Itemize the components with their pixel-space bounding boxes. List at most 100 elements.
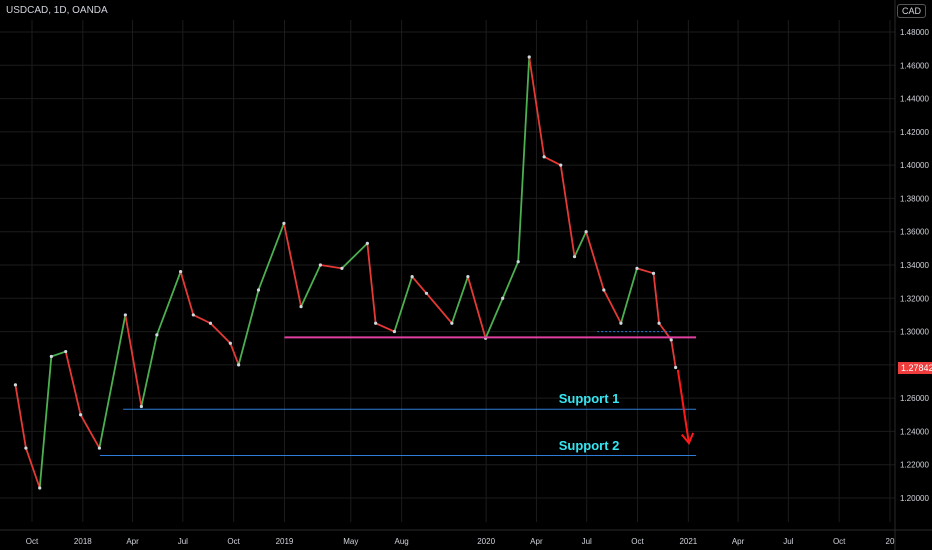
- price-segment: [283, 222, 302, 308]
- price-segment: [124, 314, 143, 408]
- price-segment: [229, 342, 240, 366]
- price-point: [208, 321, 213, 325]
- price-segment: [652, 272, 660, 325]
- price-segment: [467, 275, 487, 340]
- price-segment: [192, 314, 212, 325]
- y-tick-label: 1.42000: [900, 128, 929, 137]
- price-point: [410, 275, 414, 279]
- price-point: [516, 260, 520, 264]
- price-segment: [528, 56, 546, 158]
- price-point: [179, 270, 183, 274]
- x-tick-label: May: [343, 537, 358, 546]
- price-point: [635, 266, 639, 270]
- y-tick-label: 1.34000: [900, 261, 929, 270]
- price-point: [619, 321, 623, 325]
- x-tick-label: Jul: [783, 537, 793, 546]
- y-tick-label: 1.32000: [900, 294, 929, 303]
- price-segment: [341, 242, 369, 270]
- price-point: [651, 271, 656, 275]
- price-point: [340, 266, 344, 270]
- price-point: [123, 313, 127, 317]
- price-segment: [319, 264, 343, 270]
- price-segment: [257, 222, 285, 291]
- price-segment: [98, 314, 127, 449]
- x-tick-label: 2018: [74, 537, 92, 546]
- x-tick-label: Jul: [582, 537, 592, 546]
- y-tick-label: 1.24000: [900, 427, 929, 436]
- x-tick-label: Oct: [833, 537, 846, 546]
- price-point: [466, 275, 470, 279]
- price-segment: [140, 333, 158, 408]
- currency-badge[interactable]: CAD: [896, 4, 926, 18]
- price-point: [97, 446, 102, 450]
- price-segment: [484, 297, 504, 340]
- price-point: [318, 263, 322, 267]
- price-segment: [14, 383, 27, 449]
- price-segment: [209, 322, 232, 345]
- price-point: [282, 221, 286, 225]
- price-segment: [602, 289, 622, 325]
- price-segment: [393, 275, 414, 333]
- projection-arrow-head: [681, 432, 695, 445]
- price-point: [674, 365, 678, 370]
- price-point: [191, 313, 195, 317]
- price-segment: [64, 350, 82, 416]
- x-tick-label: Jul: [178, 537, 188, 546]
- x-tick-label: Apr: [530, 537, 543, 546]
- price-point: [13, 383, 18, 387]
- price-point: [527, 55, 531, 59]
- symbol-title: USDCAD, 1D, OANDA: [6, 5, 108, 16]
- x-tick-label: Apr: [126, 537, 139, 546]
- price-point: [228, 341, 232, 345]
- x-tick-label: Oct: [227, 537, 240, 546]
- x-tick-label: 2019: [276, 537, 294, 546]
- y-tick-label: 1.22000: [900, 461, 929, 470]
- support-2-label: Support 2: [558, 437, 620, 453]
- price-segment: [155, 270, 182, 336]
- price-point: [450, 321, 454, 325]
- price-point: [49, 354, 53, 359]
- y-tick-label: 1.26000: [900, 394, 929, 403]
- x-tick-label: Oct: [631, 537, 644, 546]
- price-segment: [374, 322, 396, 333]
- x-tick-label: 2020: [477, 537, 495, 546]
- price-point: [669, 338, 673, 342]
- price-segment: [25, 447, 41, 489]
- price-point: [584, 230, 588, 234]
- price-segment: [79, 413, 101, 449]
- support-1-label: Support 1: [558, 391, 620, 407]
- price-segment: [573, 230, 588, 258]
- price-point: [299, 305, 303, 309]
- price-point: [38, 486, 42, 490]
- price-segment: [300, 264, 322, 308]
- y-tick-label: 1.30000: [900, 328, 929, 337]
- price-segment: [237, 289, 260, 366]
- price-segment: [38, 355, 53, 489]
- price-segment: [501, 260, 520, 300]
- x-tick-label: Apr: [732, 537, 745, 546]
- x-tick-label: Oct: [26, 537, 39, 546]
- y-tick-label: 1.44000: [900, 95, 929, 104]
- price-point: [542, 155, 546, 159]
- price-point: [237, 363, 241, 367]
- price-point: [79, 413, 83, 417]
- price-point: [424, 291, 429, 295]
- price-point: [24, 446, 28, 450]
- price-segment: [620, 267, 638, 325]
- price-point: [365, 241, 369, 245]
- price-point: [572, 255, 577, 259]
- price-point: [139, 404, 143, 409]
- price-point: [64, 349, 68, 354]
- y-tick-label: 1.48000: [900, 28, 929, 37]
- price-point: [374, 321, 378, 325]
- x-tick-label: 2021: [679, 537, 697, 546]
- y-tick-label: 1.38000: [900, 194, 929, 203]
- price-segment: [559, 164, 576, 258]
- price-segment: [450, 275, 469, 325]
- price-segment: [585, 230, 605, 291]
- price-segment: [670, 338, 677, 369]
- price-point: [657, 321, 661, 325]
- projection-arrow-shaft[interactable]: [676, 369, 690, 444]
